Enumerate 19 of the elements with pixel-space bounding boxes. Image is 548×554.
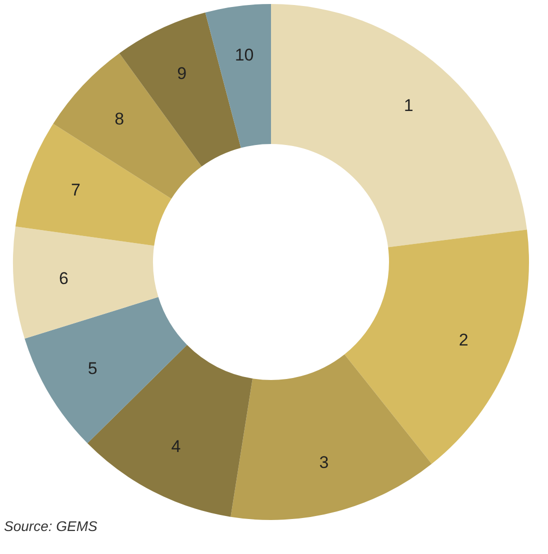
donut-slice	[230, 354, 432, 520]
slice-label: 4	[171, 437, 181, 456]
slice-label: 9	[177, 64, 187, 84]
slice-label: 3	[319, 453, 329, 472]
donut-slice	[344, 230, 529, 464]
donut-slice	[15, 124, 172, 246]
slice-label: 8	[114, 110, 124, 129]
donut-slice	[271, 4, 527, 248]
slice-label: 6	[58, 268, 68, 288]
donut-slice	[53, 53, 202, 199]
source-note: Source: GEMS	[4, 518, 98, 534]
slice-label: 1	[404, 96, 414, 115]
donut-slice	[87, 344, 253, 517]
donut-slice	[205, 4, 271, 148]
slice-label: 10	[234, 46, 254, 65]
slice-label: 5	[88, 359, 98, 378]
slice-label: 7	[71, 180, 80, 200]
slice-label: 2	[458, 330, 468, 350]
donut-slice	[13, 226, 158, 339]
